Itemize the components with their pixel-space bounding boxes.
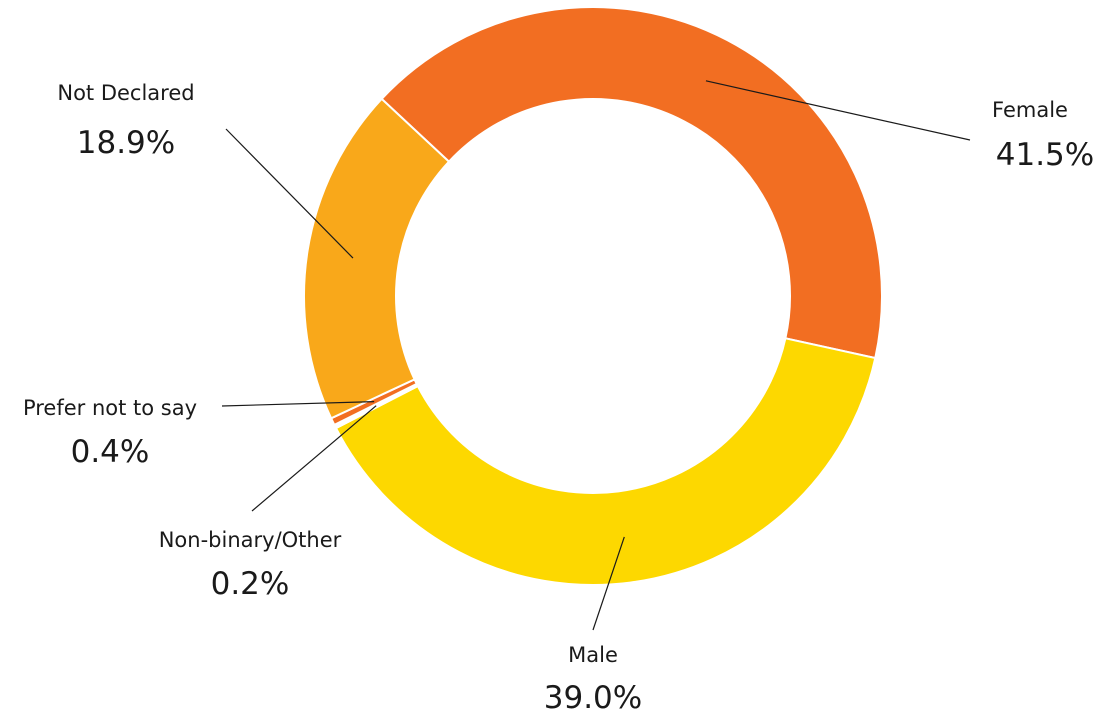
value-female: 41.5% [996,137,1094,173]
value-prefer-not-to-say: 0.4% [71,434,150,470]
label-male: Male [568,643,618,667]
leader-prefer-not-to-say [221,401,375,407]
slice-female [380,6,883,360]
leader-not-declared [225,128,354,259]
slice-not-declared [303,97,451,420]
label-not-declared: Not Declared [57,81,194,105]
value-non-binary-other: 0.2% [211,566,290,602]
label-female: Female [992,98,1068,122]
label-prefer-not-to-say: Prefer not to say [23,396,197,420]
label-non-binary-other: Non-binary/Other [159,528,342,552]
leader-non-binary-other [251,405,377,512]
leader-female [705,80,971,141]
value-male: 39.0% [544,680,642,713]
donut-slices [303,6,883,586]
slice-male [334,337,877,586]
leader-male [592,536,625,631]
value-not-declared: 18.9% [77,125,175,161]
leader-lines [221,80,971,631]
